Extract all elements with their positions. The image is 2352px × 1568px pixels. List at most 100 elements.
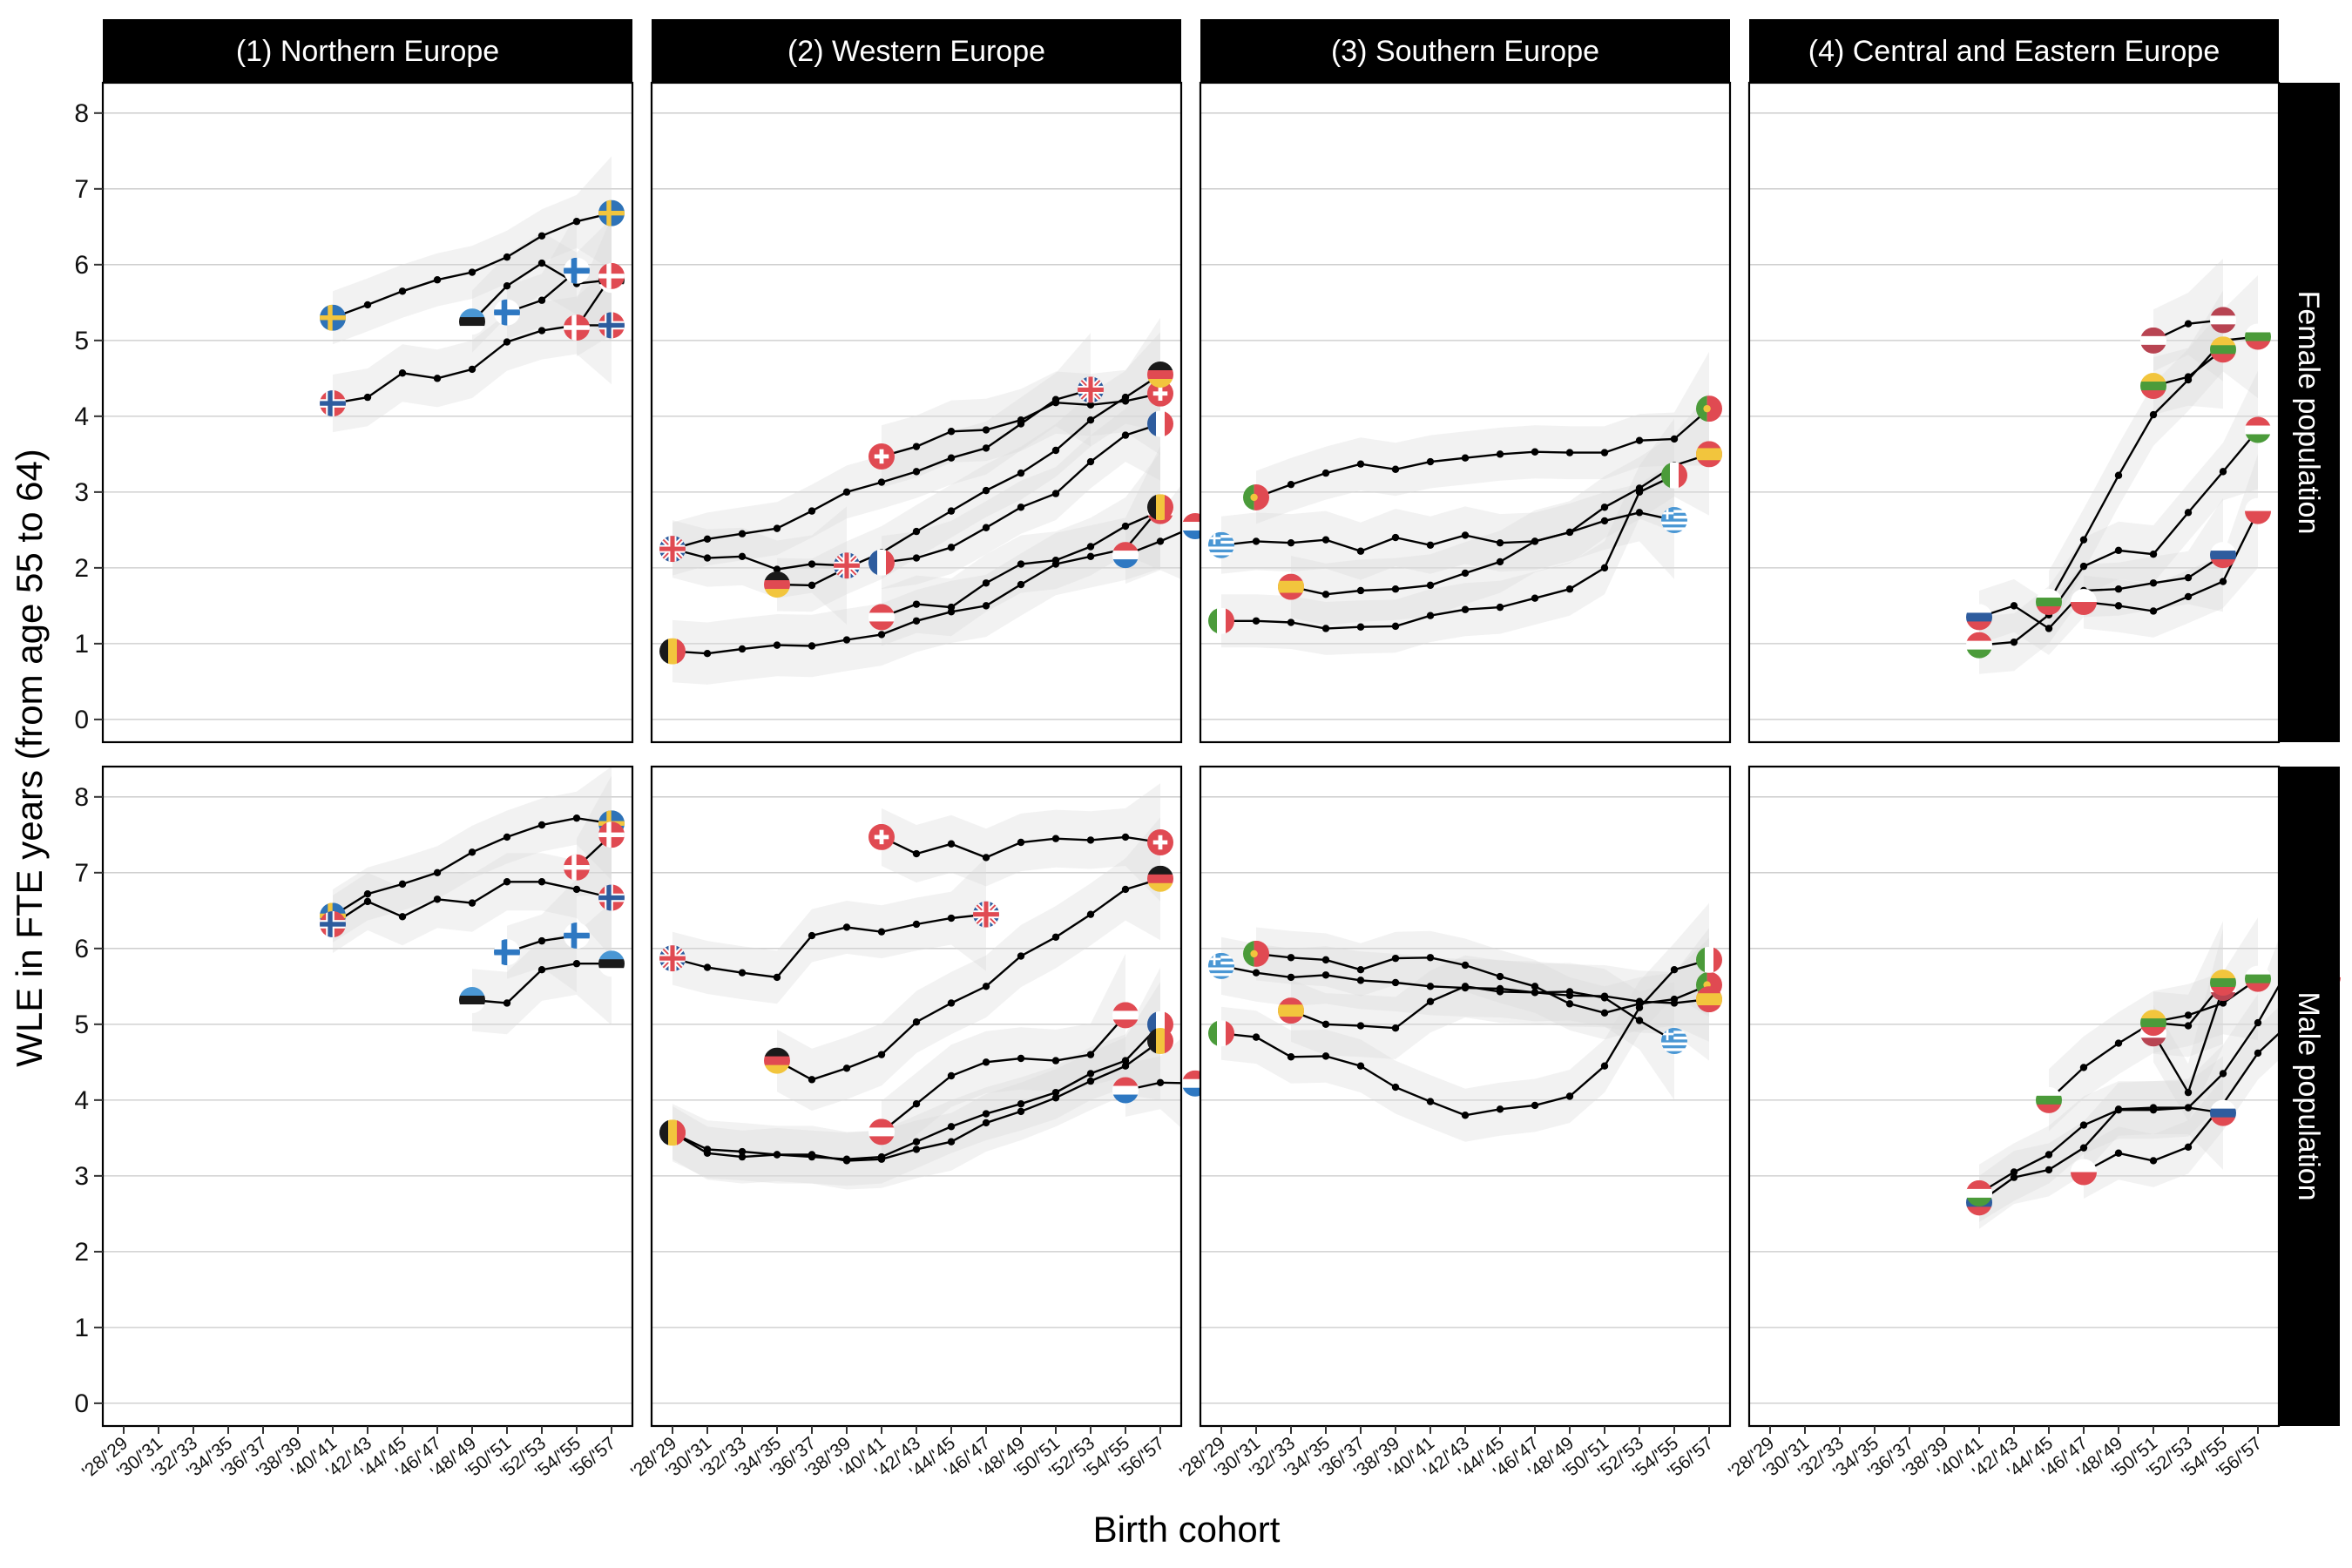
data-point: [1086, 1077, 1095, 1085]
data-point: [842, 1064, 851, 1072]
data-point: [1496, 988, 1504, 996]
data-point: [808, 560, 816, 568]
data-point: [1635, 1017, 1644, 1024]
data-point: [1426, 997, 1435, 1005]
confidence-band: [672, 445, 1160, 685]
data-point: [947, 454, 956, 462]
latvia-flag-icon: [2140, 327, 2166, 354]
data-point: [2219, 999, 2227, 1007]
data-point: [1496, 538, 1504, 547]
data-point: [1496, 450, 1504, 458]
data-point: [1121, 1057, 1130, 1064]
row-strip-label: Female population: [2292, 291, 2325, 535]
y-tick-label: 8: [74, 99, 89, 128]
row-strip-male: Male population: [2279, 767, 2340, 1426]
data-point: [2254, 1018, 2262, 1027]
data-point: [1531, 989, 1539, 997]
data-point: [468, 899, 476, 907]
data-point: [1391, 1024, 1400, 1032]
data-point: [537, 327, 546, 335]
data-point: [2149, 551, 2158, 558]
finland-flag-icon: [564, 923, 590, 950]
norway-flag-icon: [320, 390, 346, 417]
greece-flag-icon: [1661, 1027, 1687, 1054]
data-point: [1565, 991, 1574, 999]
data-point: [1391, 465, 1400, 473]
uk-flag-icon: [973, 901, 999, 928]
france-flag-icon: [868, 549, 895, 576]
confidence-band: [777, 317, 1160, 612]
estonia-flag-icon: [459, 986, 485, 1013]
czech-flag-icon: [2071, 1159, 2097, 1186]
data-point: [1461, 531, 1470, 539]
data-point: [537, 232, 546, 240]
data-point: [1531, 537, 1539, 545]
data-point: [1565, 1000, 1574, 1008]
data-point: [842, 923, 851, 931]
data-point: [982, 486, 990, 495]
data-point: [1051, 490, 1060, 497]
confidence-band: [333, 156, 612, 345]
data-point: [1565, 585, 1574, 593]
data-point: [1156, 1078, 1165, 1087]
confidence-band: [2153, 929, 2223, 1122]
x-axis-title: Birth cohort: [1093, 1509, 1281, 1550]
data-point: [1635, 997, 1644, 1005]
data-point: [398, 913, 407, 921]
series-hungary: [1975, 426, 2262, 649]
lithuania-flag-icon: [2140, 1010, 2166, 1037]
series-line: [2083, 510, 2260, 612]
data-point: [912, 600, 921, 608]
confidence-band: [1256, 927, 1709, 1042]
data-point: [468, 268, 476, 276]
data-point: [1600, 504, 1609, 511]
data-point: [947, 544, 956, 551]
data-point: [1600, 564, 1609, 572]
data-point: [947, 428, 956, 436]
data-point: [1051, 398, 1060, 407]
portugal-flag-icon: [1696, 395, 1722, 422]
confidence-band: [777, 817, 1160, 1111]
austria-flag-icon: [1112, 1002, 1139, 1029]
germany-flag-icon: [1147, 361, 1173, 388]
confidence-band: [882, 332, 1160, 488]
spain-flag-icon: [1278, 997, 1304, 1024]
confidence-band: [882, 953, 1125, 1164]
data-point: [703, 963, 712, 971]
slovenia-flag-icon: [1966, 604, 1992, 631]
finland-flag-icon: [494, 939, 520, 966]
data-point: [1565, 1092, 1574, 1100]
confidence-band: [1221, 418, 1674, 655]
data-point: [1426, 457, 1435, 466]
data-point: [877, 478, 886, 486]
column-strip-4: (4) Central and Eastern Europe: [1749, 19, 2279, 82]
data-point: [947, 1138, 956, 1146]
series-italy: [1217, 471, 1679, 632]
data-point: [1121, 833, 1130, 841]
data-point: [2114, 546, 2123, 555]
panel-border: [1199, 81, 1732, 744]
data-point: [912, 1018, 921, 1026]
data-point: [1287, 618, 1295, 626]
data-point: [1391, 585, 1400, 593]
data-point: [1252, 537, 1260, 545]
confidence-band: [333, 266, 612, 433]
data-point: [1635, 509, 1644, 517]
germany-flag-icon: [764, 1047, 790, 1074]
data-point: [1426, 541, 1435, 549]
netherlands-flag-icon: [1182, 1070, 1208, 1097]
data-point: [1051, 1094, 1060, 1102]
estonia-flag-icon: [598, 950, 625, 977]
data-point: [1287, 1053, 1295, 1061]
confidence-band: [333, 838, 612, 957]
confidence-band: [2084, 454, 2258, 638]
data-point: [982, 1110, 990, 1118]
data-point: [1531, 1101, 1539, 1110]
data-point: [2184, 1088, 2193, 1097]
series-sweden: [328, 209, 616, 321]
data-point: [1287, 538, 1295, 547]
data-point: [738, 969, 747, 977]
czech-flag-icon: [2071, 589, 2097, 616]
data-point: [1670, 435, 1679, 443]
data-point: [1017, 416, 1025, 424]
